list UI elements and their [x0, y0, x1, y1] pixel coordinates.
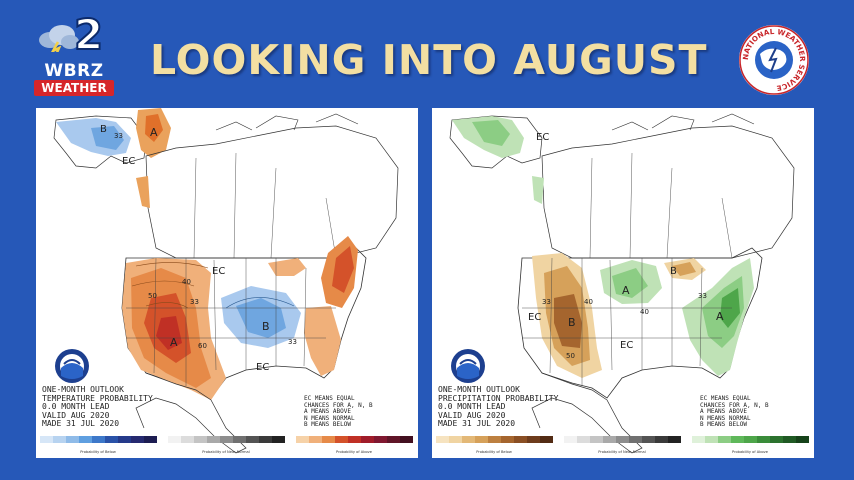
label-ec-west: EC: [528, 312, 541, 323]
label-a-alaska: A: [150, 126, 158, 139]
label-60: 60: [198, 342, 207, 350]
label-40-west: 40: [584, 298, 593, 306]
precipitation-legend-note: EC MEANS EQUAL CHANCES FOR A, N, B A MEA…: [700, 395, 769, 428]
storm-cloud-icon: [39, 25, 79, 52]
label-a-east: A: [716, 310, 724, 323]
colorbar-label-normal: Probability of Near-Normal: [598, 450, 645, 454]
label-ec-south: EC: [256, 362, 269, 373]
temperature-legend-note: EC MEANS EQUAL CHANCES FOR A, N, B A MEA…: [304, 395, 373, 428]
label-ec-central: EC: [212, 266, 225, 277]
label-33-west: 33: [190, 298, 199, 306]
label-40-central: 40: [640, 308, 649, 316]
colorbar-label-normal: Probability of Near-Normal: [202, 450, 249, 454]
precipitation-map-labels: EC EC EC A A B B 33 33 40 40 50: [528, 132, 724, 360]
label-ec-alaska: EC: [536, 132, 549, 143]
label-33-alaska: 33: [114, 132, 123, 140]
station-number: 2: [73, 10, 104, 59]
label-b-west: B: [568, 316, 576, 329]
precipitation-outlook-map: EC EC EC A A B B 33 33 40 40 50 ONE-MONT…: [432, 108, 814, 458]
precipitation-caption: ONE-MONTH OUTLOOK PRECIPITATION PROBABIL…: [438, 385, 559, 428]
page-title: LOOKING INTO AUGUST: [150, 36, 708, 84]
label-ec-alaska: EC: [122, 156, 135, 167]
colorbar-label-above: Probability of Above: [336, 450, 373, 454]
temperature-colorbar: Probability of Below Probability of Near…: [40, 434, 414, 456]
label-a-west: A: [170, 336, 178, 349]
temperature-caption: ONE-MONTH OUTLOOK TEMPERATURE PROBABILIT…: [42, 385, 153, 428]
colorbar-label-below: Probability of Below: [80, 450, 116, 454]
precipitation-colorbar: Probability of Below Probability of Near…: [436, 434, 810, 456]
label-40: 40: [182, 278, 191, 286]
noaa-logo-icon: [55, 349, 89, 383]
colorbar-label-below: Probability of Below: [476, 450, 512, 454]
label-33-west: 33: [542, 298, 551, 306]
label-a-central: A: [622, 284, 630, 297]
temperature-outlook-map: A B EC 33 EC B A EC 50 60 40 33 33 ONE-M…: [36, 108, 418, 458]
label-33-east: 33: [288, 338, 297, 346]
station-tag: WEATHER: [34, 80, 114, 96]
wbrz-weather-logo: 2 WBRZ WEATHER: [34, 13, 116, 98]
label-50: 50: [566, 352, 575, 360]
label-33-east: 33: [698, 292, 707, 300]
colorbar-label-above: Probability of Above: [732, 450, 769, 454]
noaa-logo-icon: [451, 349, 485, 383]
temperature-map-labels: A B EC 33 EC B A EC 50 60 40 33 33: [100, 124, 297, 373]
station-call-sign: WBRZ: [44, 61, 104, 81]
nws-logo-icon: NATIONAL WEATHER SERVICE: [739, 25, 809, 95]
label-ec-south: EC: [620, 340, 633, 351]
label-50: 50: [148, 292, 157, 300]
label-b-central: B: [262, 320, 270, 333]
label-b-lakes: B: [670, 266, 677, 277]
label-b-alaska: B: [100, 124, 107, 135]
